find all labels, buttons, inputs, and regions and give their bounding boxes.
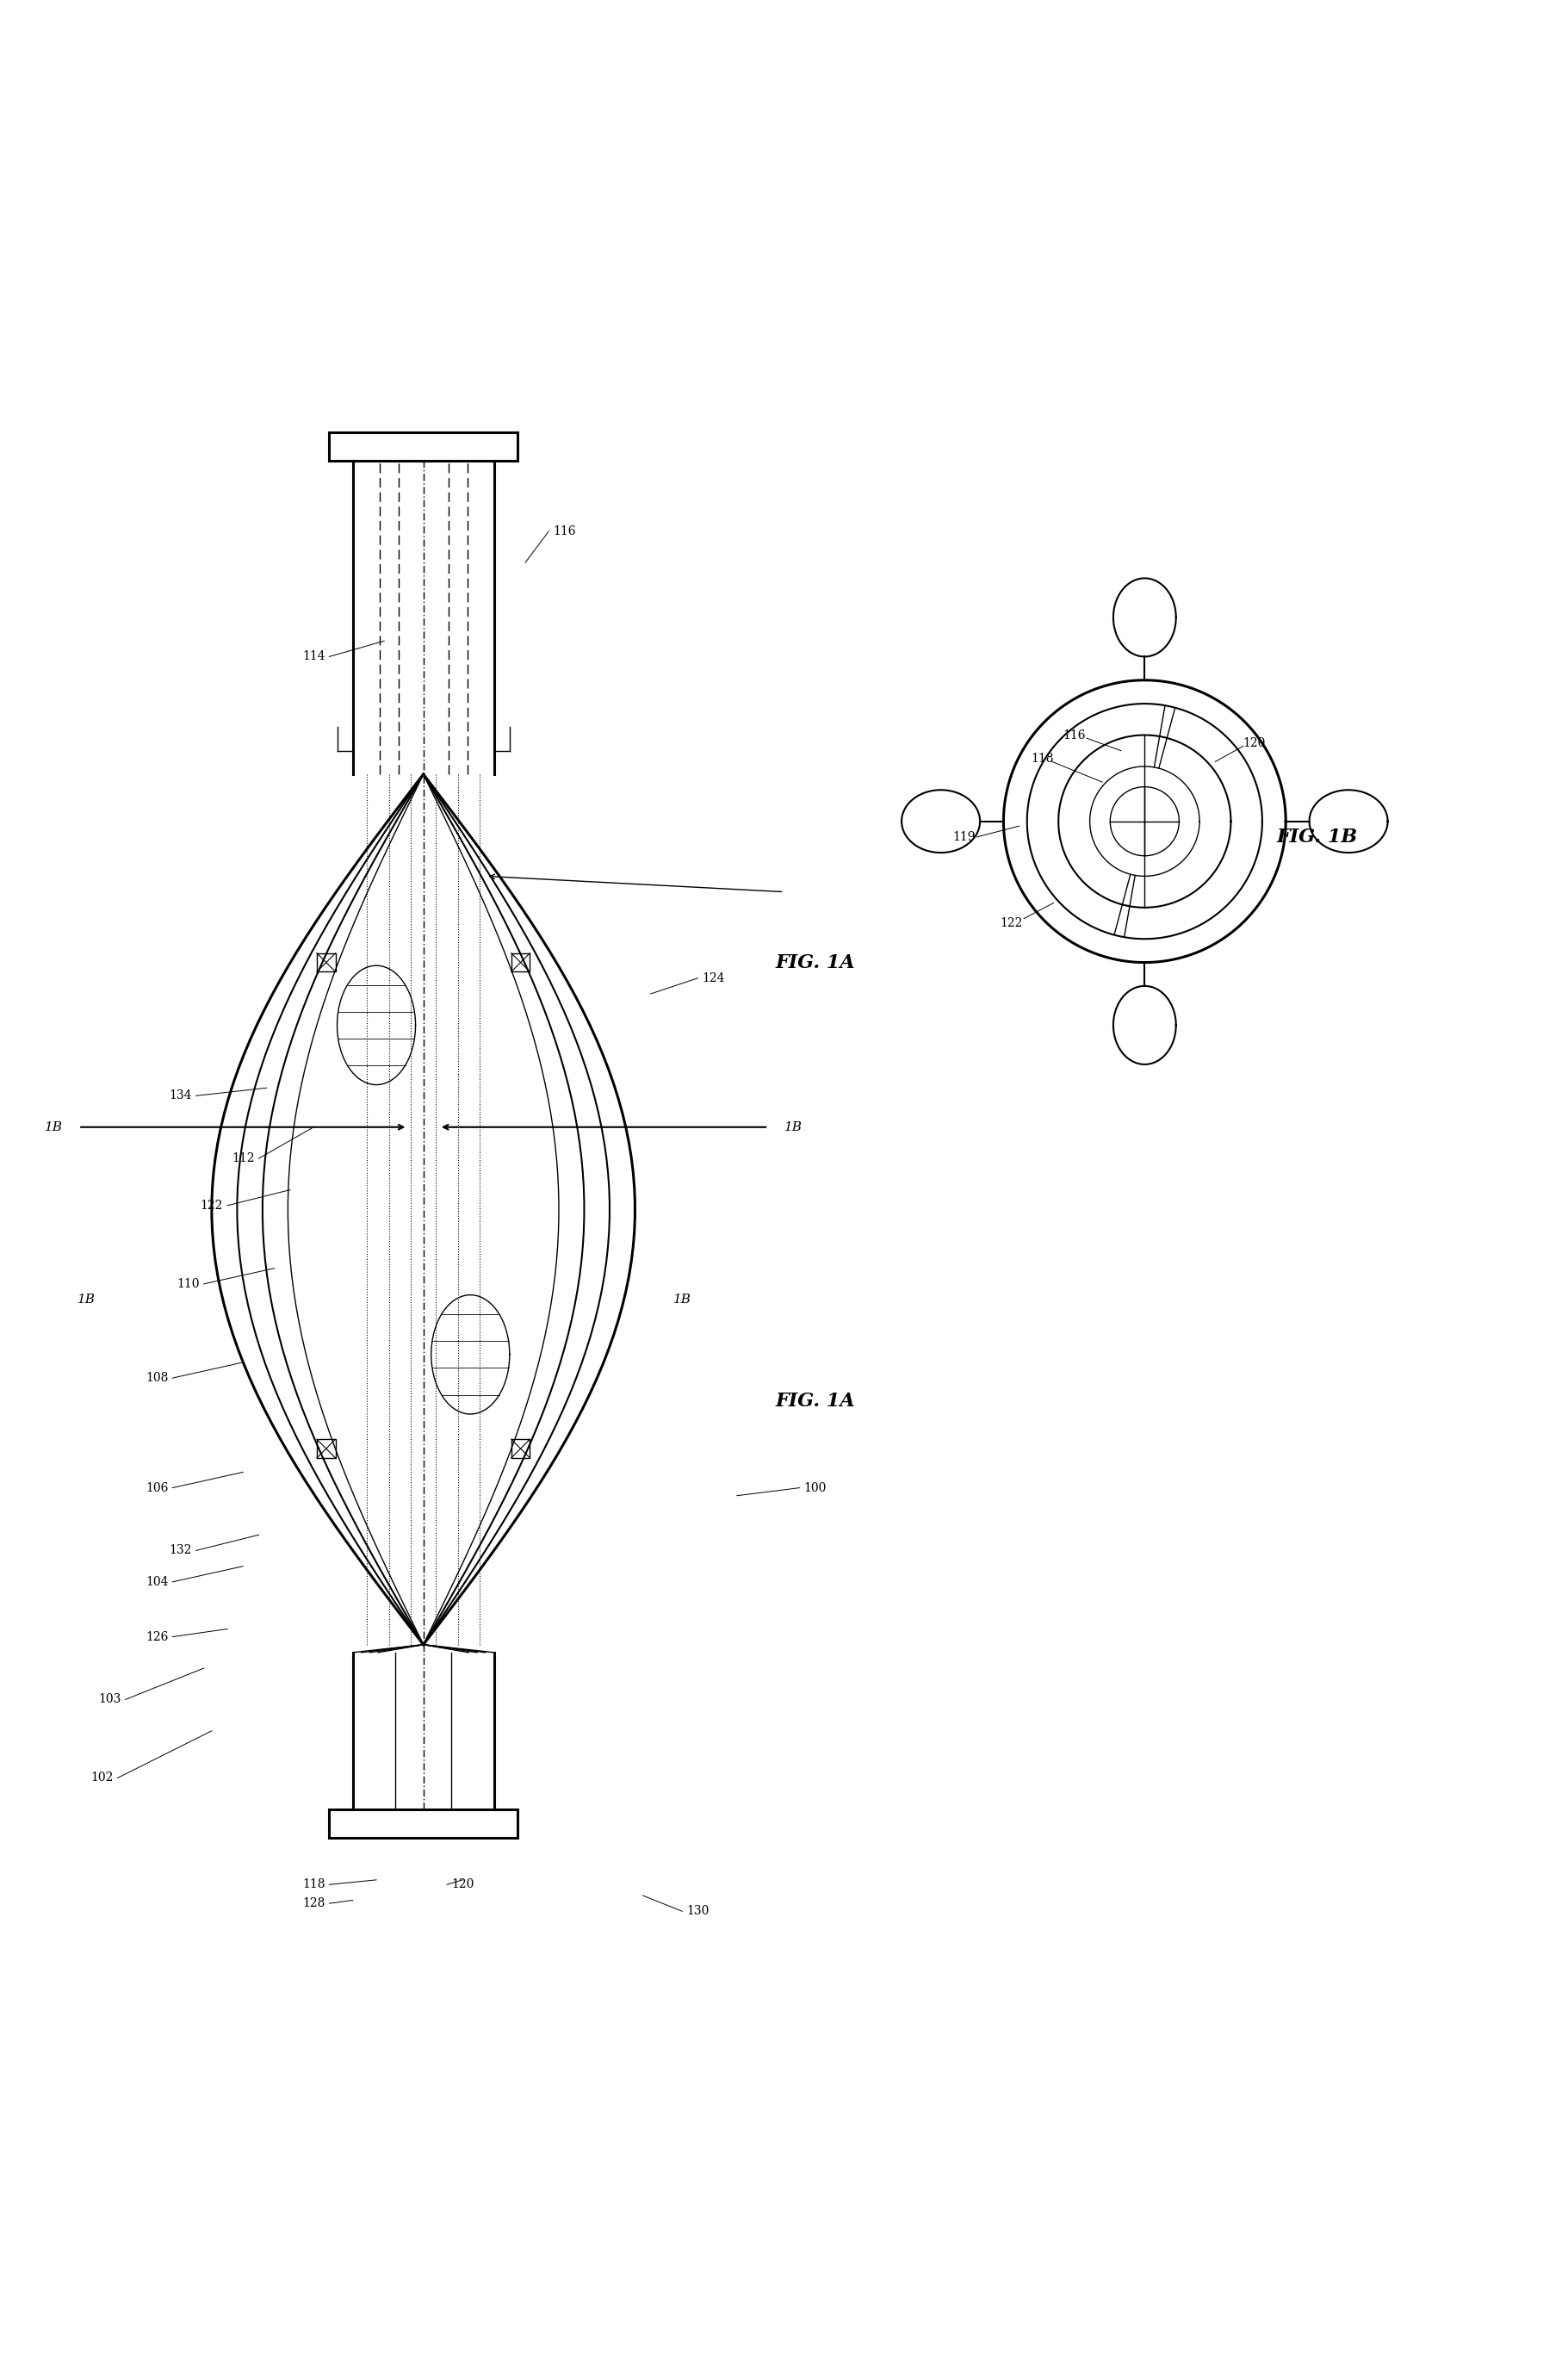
Text: 130: 130 bbox=[687, 1905, 709, 1917]
Text: 120: 120 bbox=[1243, 738, 1265, 749]
Text: 122: 122 bbox=[201, 1199, 223, 1213]
Text: 106: 106 bbox=[146, 1482, 168, 1494]
Text: 124: 124 bbox=[702, 972, 724, 983]
Text: 118: 118 bbox=[303, 1879, 325, 1891]
Bar bbox=[317, 953, 336, 972]
Text: 1B: 1B bbox=[77, 1293, 96, 1305]
Text: 102: 102 bbox=[91, 1773, 113, 1785]
Text: FIG. 1A: FIG. 1A bbox=[776, 1392, 855, 1411]
Bar bbox=[511, 953, 530, 972]
Text: FIG. 1B: FIG. 1B bbox=[1276, 827, 1358, 846]
Bar bbox=[329, 1808, 517, 1837]
Text: 118: 118 bbox=[1032, 752, 1054, 764]
Text: 120: 120 bbox=[452, 1879, 474, 1891]
Text: 110: 110 bbox=[177, 1279, 199, 1291]
Text: FIG. 1A: FIG. 1A bbox=[776, 953, 855, 972]
Text: 114: 114 bbox=[303, 650, 325, 662]
Text: 104: 104 bbox=[146, 1577, 168, 1589]
Bar bbox=[317, 1440, 336, 1459]
Text: 112: 112 bbox=[232, 1151, 254, 1165]
Text: 128: 128 bbox=[303, 1898, 325, 1910]
Text: 119: 119 bbox=[953, 832, 975, 844]
Text: 100: 100 bbox=[804, 1482, 826, 1494]
Text: 1B: 1B bbox=[673, 1293, 691, 1305]
Bar bbox=[329, 433, 517, 461]
Bar bbox=[511, 1440, 530, 1459]
Text: 122: 122 bbox=[1000, 917, 1022, 929]
Text: 116: 116 bbox=[554, 525, 575, 537]
Text: 1B: 1B bbox=[44, 1121, 63, 1132]
Text: 132: 132 bbox=[169, 1544, 191, 1556]
Text: 116: 116 bbox=[1063, 728, 1085, 740]
Text: 1B: 1B bbox=[784, 1121, 803, 1132]
Text: 126: 126 bbox=[146, 1631, 168, 1643]
Text: 103: 103 bbox=[99, 1693, 121, 1704]
Text: 108: 108 bbox=[146, 1371, 168, 1383]
Text: 134: 134 bbox=[169, 1090, 191, 1102]
